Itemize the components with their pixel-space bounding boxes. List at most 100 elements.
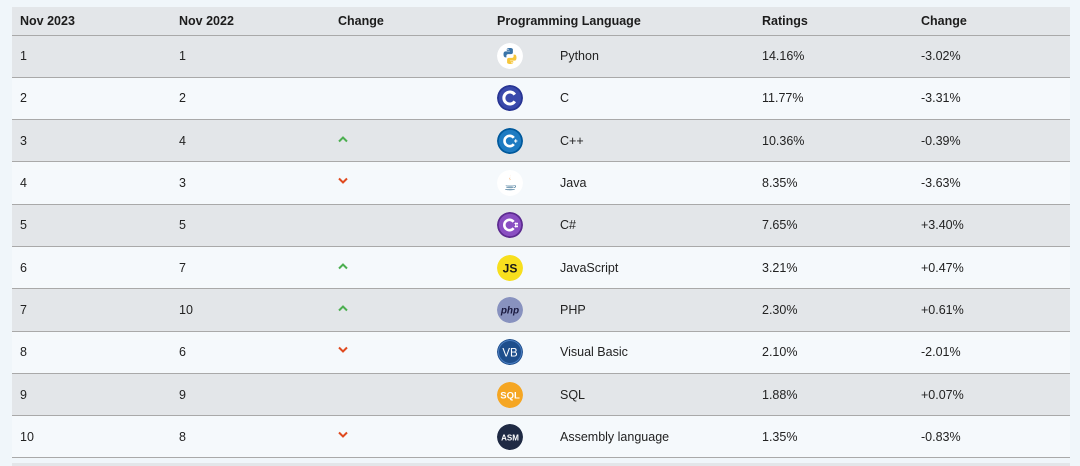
- rank-prev-cell: 1: [179, 49, 186, 64]
- language-cell: Python: [489, 35, 754, 77]
- table-row[interactable]: 6 7 JS JavaScript 3.21% +0.47%: [12, 246, 1070, 289]
- rank-now-cell: 7: [20, 302, 27, 317]
- php-logo-text: php: [500, 305, 519, 316]
- ratings-cell: 3.21%: [762, 260, 798, 275]
- rank-prev-cell: 3: [179, 176, 186, 191]
- rank-now-cell: 10: [20, 429, 34, 444]
- language-cell: C++: [489, 120, 754, 162]
- change-cell: [330, 289, 489, 331]
- table-row[interactable]: 10 8 ASM Assembly language 1.35% -0.83%: [12, 415, 1070, 458]
- header-change[interactable]: Change: [330, 7, 489, 36]
- header-language[interactable]: Programming Language: [489, 7, 754, 36]
- rating-change-cell: +0.07%: [921, 387, 964, 402]
- ratings-cell: 14.16%: [762, 49, 805, 64]
- table-row[interactable]: 7 10 php PHP 2.30% +0.61%: [12, 288, 1070, 332]
- rank-prev-cell: 2: [179, 91, 186, 106]
- rating-change-cell: -0.39%: [921, 133, 961, 148]
- rank-now-cell: 4: [20, 176, 27, 191]
- ratings-cell: 2.10%: [762, 345, 798, 360]
- rank-now-cell: 9: [20, 387, 27, 402]
- header-rank-now[interactable]: Nov 2023: [12, 7, 171, 36]
- trend-down-icon: [338, 431, 348, 441]
- change-cell: [330, 162, 489, 204]
- language-name[interactable]: SQL: [560, 387, 586, 402]
- visual-basic-logo-icon: VB: [497, 339, 523, 366]
- csharp-logo-icon: [497, 212, 523, 239]
- rating-change-cell: -3.31%: [921, 91, 961, 106]
- assembly-logo-text: ASM: [501, 433, 519, 442]
- trend-down-icon: [338, 346, 348, 356]
- language-cell: php PHP: [489, 289, 754, 331]
- table-row[interactable]: 1 1 Python 14.16% -3.02%: [12, 35, 1070, 78]
- trend-down-icon: [338, 177, 348, 187]
- rank-now-cell: 5: [20, 218, 27, 233]
- change-cell: [330, 77, 489, 119]
- ratings-cell: 8.35%: [762, 176, 798, 191]
- language-cell: C#: [489, 204, 754, 246]
- language-name[interactable]: Python: [560, 49, 599, 64]
- ratings-cell: 1.35%: [762, 429, 798, 444]
- sql-logo-text: SQL: [500, 390, 520, 401]
- language-cell: JS JavaScript: [489, 246, 754, 288]
- rank-now-cell: 1: [20, 49, 27, 64]
- rank-now-cell: 6: [20, 260, 27, 275]
- table-row[interactable]: 2 2 C 11.77% -3.31%: [12, 77, 1070, 120]
- table-row[interactable]: 8 6 VB Visual Basic 2.10% -2.01%: [12, 331, 1070, 374]
- table-row[interactable]: 4 3 Java 8.35% -3.63%: [12, 161, 1070, 205]
- rating-change-cell: +3.40%: [921, 218, 964, 233]
- rating-change-cell: +0.47%: [921, 260, 964, 275]
- ratings-cell: 11.77%: [762, 91, 804, 106]
- header-rank-prev[interactable]: Nov 2022: [171, 7, 330, 36]
- header-ratings[interactable]: Ratings: [754, 7, 913, 36]
- ratings-cell: 10.36%: [762, 133, 805, 148]
- language-name[interactable]: Java: [560, 176, 587, 191]
- java-logo-icon: [497, 170, 523, 197]
- rank-now-cell: 3: [20, 133, 27, 148]
- change-cell: [330, 373, 489, 415]
- language-name[interactable]: C#: [560, 218, 576, 233]
- table-row[interactable]: 5 5 C# 7.65% +3.40%: [12, 204, 1070, 247]
- language-cell: C: [489, 77, 754, 119]
- language-cell: Java: [489, 162, 754, 204]
- ratings-cell: 1.88%: [762, 387, 798, 402]
- language-name[interactable]: C: [560, 91, 570, 106]
- rank-prev-cell: 10: [179, 302, 193, 317]
- rank-prev-cell: 6: [179, 345, 186, 360]
- language-name[interactable]: Assembly language: [560, 429, 670, 444]
- change-cell: [330, 204, 489, 246]
- change-cell: [330, 246, 489, 288]
- language-cell: SQL SQL: [489, 373, 754, 415]
- visual-basic-logo-text: VB: [502, 348, 518, 360]
- rank-prev-cell: 8: [179, 429, 186, 444]
- cpp-logo-icon: [497, 127, 523, 154]
- rating-change-cell: -3.02%: [921, 49, 961, 64]
- language-name[interactable]: PHP: [560, 302, 586, 317]
- table-row[interactable]: 3 4 C++ 10.36% -0.39%: [12, 119, 1070, 162]
- sql-logo-icon: SQL: [497, 381, 523, 408]
- rank-prev-cell: 9: [179, 387, 186, 402]
- language-name[interactable]: JavaScript: [560, 260, 619, 275]
- rank-now-cell: 8: [20, 345, 27, 360]
- language-name[interactable]: C++: [560, 133, 584, 148]
- rating-change-cell: -2.01%: [921, 345, 961, 360]
- ratings-cell: 2.30%: [762, 302, 798, 317]
- table-header-row: Nov 2023 Nov 2022 Change Programming Lan…: [12, 7, 1070, 36]
- change-cell: [330, 120, 489, 162]
- header-rating-change[interactable]: Change: [913, 7, 1070, 36]
- trend-up-icon: [338, 262, 348, 272]
- javascript-logo-icon: JS: [497, 254, 523, 281]
- table-bottom-edge: [12, 463, 1070, 466]
- change-cell: [330, 416, 489, 458]
- ratings-cell: 7.65%: [762, 218, 798, 233]
- c-logo-icon: [497, 85, 523, 112]
- rank-now-cell: 2: [20, 91, 27, 106]
- language-ranking-table: Nov 2023 Nov 2022 Change Programming Lan…: [12, 7, 1070, 458]
- assembly-logo-icon: ASM: [497, 423, 523, 450]
- rank-prev-cell: 5: [179, 218, 186, 233]
- table-row[interactable]: 9 9 SQL SQL 1.88% +0.07%: [12, 373, 1070, 416]
- language-name[interactable]: Visual Basic: [560, 345, 628, 360]
- rank-prev-cell: 4: [179, 133, 186, 148]
- trend-up-icon: [338, 135, 348, 145]
- rating-change-cell: +0.61%: [921, 302, 964, 317]
